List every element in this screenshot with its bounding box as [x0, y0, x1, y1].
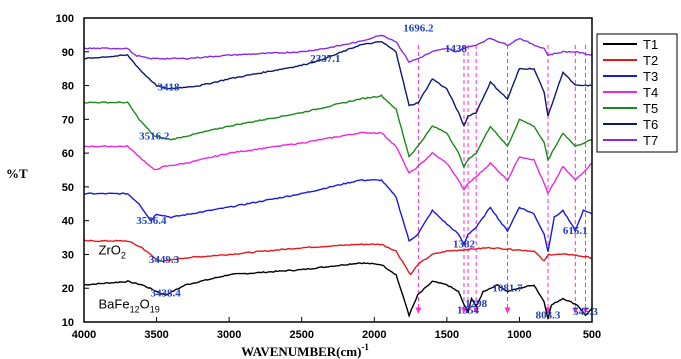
peak-annotation: 545.3 — [573, 306, 598, 318]
peak-annotation: 3449.3 — [149, 254, 180, 266]
y-tick-label: 10 — [62, 317, 74, 329]
peak-annotation: 1382 — [453, 239, 476, 251]
y-axis-ticks: 10 20 30 40 50 60 70 80 90 100 — [56, 13, 89, 329]
guide-arrow — [473, 307, 480, 314]
peak-annotation: 3536.4 — [136, 215, 167, 227]
guide-arrow — [504, 307, 511, 314]
guide-arrow — [415, 307, 422, 314]
legend-label-T6: T6 — [643, 117, 658, 132]
x-axis-title-superscript: -1 — [361, 342, 369, 352]
y-tick-label: 50 — [62, 182, 74, 194]
series-line-T4 — [83, 131, 593, 196]
peak-annotation: 1354 — [457, 305, 480, 317]
guide-arrow — [572, 307, 579, 314]
y-tick-label: 100 — [56, 13, 74, 25]
guide-arrow — [545, 307, 552, 314]
sample-label-text: BaFe — [99, 296, 130, 311]
series-line-T7 — [83, 34, 593, 64]
peak-annotation: 803.3 — [536, 310, 561, 322]
sample-label: ZrO2 — [99, 242, 126, 260]
x-tick-label: 2500 — [289, 329, 313, 341]
sample-label-sub: 2 — [121, 250, 126, 260]
peak-annotation: 2337.1 — [310, 53, 340, 65]
y-axis-title: %T — [6, 166, 28, 181]
series-group — [83, 34, 593, 320]
peak-annotation: 3438.4 — [150, 288, 181, 300]
y-tick-label: 30 — [62, 249, 74, 261]
x-tick-label: 3500 — [144, 329, 168, 341]
y-tick-label: 90 — [62, 47, 74, 59]
x-axis-ticks: 4000 3500 3000 2500 2000 1500 1000 500 — [72, 317, 601, 341]
legend-label-T3: T3 — [643, 69, 658, 84]
guide-arrow — [582, 307, 589, 314]
peak-annotation: 3418 — [157, 82, 180, 94]
x-tick-label: 1000 — [507, 329, 531, 341]
x-tick-label: 2000 — [362, 329, 386, 341]
series-line-T3 — [84, 178, 593, 252]
series-line-T6 — [83, 40, 593, 128]
legend-label-T2: T2 — [643, 53, 658, 68]
peak-annotation: 3516.2 — [139, 131, 170, 143]
series-line-T1 — [83, 262, 593, 320]
peak-annotation: 615.1 — [563, 225, 588, 237]
sample-labels: ZrO2 BaFe12O19 — [99, 242, 160, 314]
x-axis-title: WAVENUMBER(cm)-1 — [241, 342, 369, 359]
x-tick-label: 3000 — [217, 329, 241, 341]
x-tick-label: 1500 — [435, 329, 459, 341]
sample-label-text2: O — [140, 296, 150, 311]
peak-annotation: 1081.7 — [492, 283, 523, 295]
plot-frame — [83, 17, 593, 323]
y-tick-label: 20 — [62, 283, 74, 295]
sample-label: BaFe12O19 — [99, 296, 160, 314]
sample-label-text: ZrO — [99, 242, 121, 257]
peak-annotation: 1298 — [465, 298, 488, 310]
peak-annotation: 1696.2 — [403, 23, 434, 35]
legend-label-T1: T1 — [643, 37, 658, 52]
x-tick-label: 4000 — [72, 329, 96, 341]
y-tick-label: 70 — [62, 114, 74, 126]
legend-label-T5: T5 — [643, 101, 658, 116]
y-tick-label: 80 — [62, 81, 74, 93]
legend-label-T7: T7 — [643, 133, 658, 148]
series-line-T2 — [83, 239, 593, 276]
series-line-T5 — [84, 94, 593, 169]
peak-annotation: 1438 — [445, 43, 468, 55]
annotations: 3418 2337.1 1696.2 1438 3516.2 3536.4 1382 615.… — [136, 23, 598, 322]
x-tick-label: 500 — [583, 329, 601, 341]
guide-arrow — [460, 307, 467, 314]
y-tick-label: 40 — [62, 216, 74, 228]
sample-label-sub: 12 — [130, 304, 140, 314]
sample-label-sub2: 19 — [150, 304, 160, 314]
legend-label-T4: T4 — [643, 85, 658, 100]
x-axis-title-text: WAVENUMBER(cm) — [241, 344, 361, 359]
y-tick-label: 60 — [62, 148, 74, 160]
